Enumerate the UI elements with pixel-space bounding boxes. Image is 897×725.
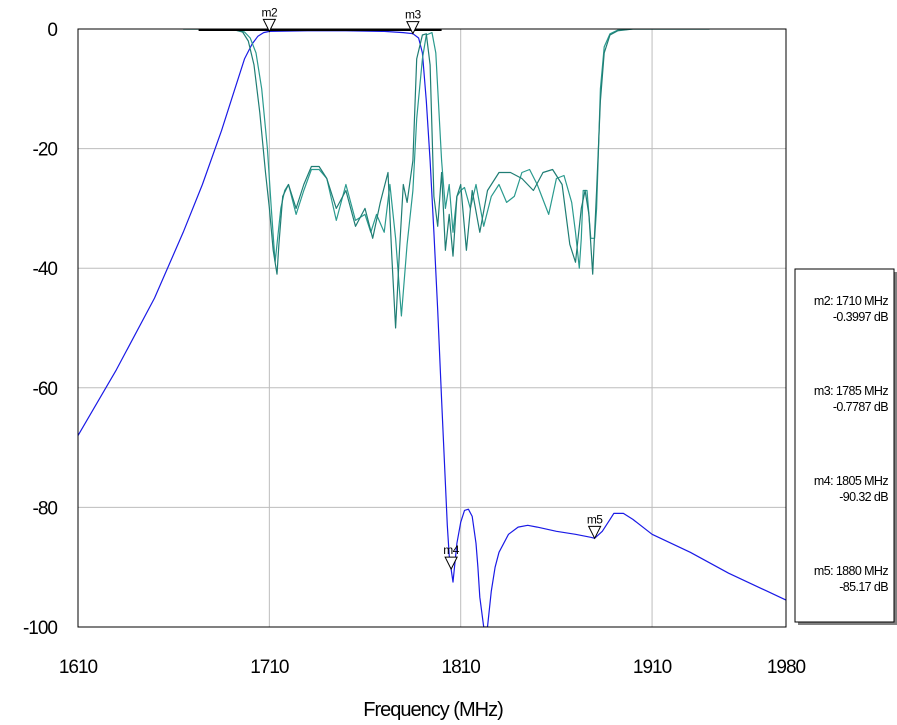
- marker-triangle: [262, 18, 277, 33]
- legend-entry-line1: m5: 1880 MHz: [814, 564, 888, 578]
- legend-entry-line1: m3: 1785 MHz: [814, 384, 888, 398]
- x-tick-label: 1810: [442, 657, 481, 678]
- legend-entry-line1: m4: 1805 MHz: [814, 474, 888, 488]
- y-tick-label: -20: [33, 140, 58, 161]
- series-line-s11: [183, 29, 710, 317]
- markers: m2 m3 m4 m5: [262, 5, 604, 571]
- y-tick-label: -80: [33, 498, 58, 519]
- x-axis-label: Frequency (MHz): [363, 699, 503, 721]
- x-tick-label: 1710: [250, 657, 289, 678]
- marker-m3: m3: [405, 8, 422, 35]
- marker-triangle: [444, 556, 458, 571]
- legend-entry-line2: -90.32 dB: [839, 490, 888, 504]
- legend-entry-line2: -0.7787 dB: [833, 400, 888, 414]
- legend-entry-line1: m2: 1710 MHz: [814, 294, 888, 308]
- y-axis-ticks: 0 -20 -40 -60 -80 -100: [23, 20, 58, 639]
- y-tick-label: 0: [47, 20, 57, 41]
- legend-entry: m2: 1710 MHz -0.3997 dB: [814, 294, 889, 324]
- marker-label: m4: [443, 543, 459, 557]
- x-tick-label: 1980: [767, 657, 806, 678]
- x-tick-label: 1910: [633, 657, 672, 678]
- marker-m4: m4: [443, 543, 460, 571]
- y-tick-label: -40: [33, 259, 58, 280]
- legend-box: [794, 268, 895, 623]
- legend-entry-line2: -85.17 dB: [839, 580, 888, 594]
- series-line-s22: [183, 29, 710, 329]
- x-tick-label: 1610: [59, 657, 98, 678]
- legend-entry: m5: 1880 MHz -85.17 dB: [814, 564, 889, 594]
- marker-m5: m5: [587, 512, 604, 540]
- grid: [78, 29, 786, 627]
- marker-label: m5: [587, 512, 603, 526]
- y-tick-label: -60: [33, 379, 58, 400]
- marker-label: m2: [262, 5, 278, 19]
- legend-entry: m3: 1785 MHz -0.7787 dB: [814, 384, 889, 414]
- marker-triangle: [406, 21, 420, 35]
- marker-legend: m2: 1710 MHz -0.3997 dB m3: 1785 MHz -0.778…: [794, 268, 897, 625]
- marker-m2: m2: [262, 5, 279, 33]
- legend-entry-line2: -0.3997 dB: [833, 310, 888, 324]
- legend-entry: m4: 1805 MHz -90.32 dB: [814, 474, 889, 504]
- x-axis-ticks: 1610 1710 1810 1910 1980: [59, 657, 807, 678]
- y-tick-label: -100: [23, 618, 57, 639]
- marker-triangle: [587, 525, 602, 540]
- marker-label: m3: [405, 8, 421, 22]
- plot-frame: [77, 28, 787, 628]
